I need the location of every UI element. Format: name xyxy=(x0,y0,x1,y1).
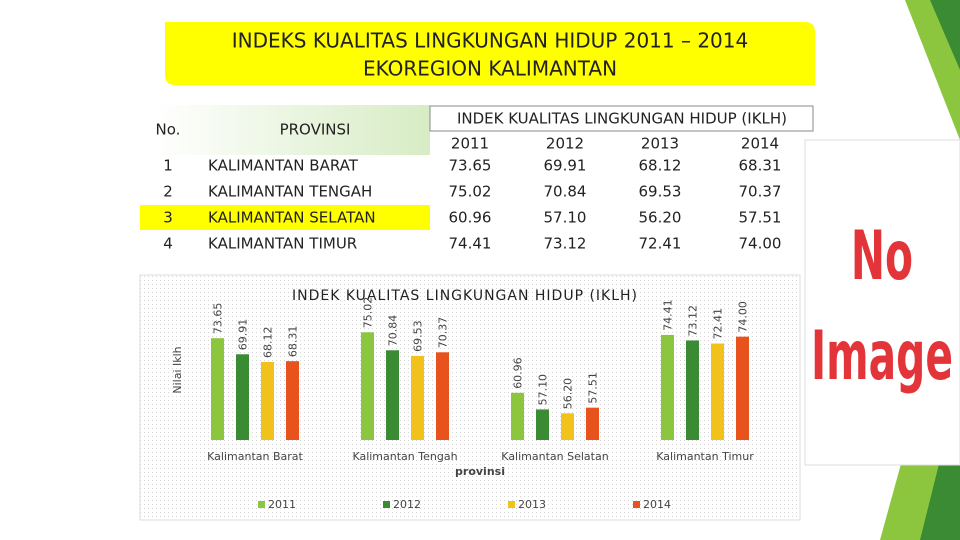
bar xyxy=(736,336,749,440)
bar xyxy=(386,350,399,440)
bar xyxy=(236,354,249,440)
data-label: 57.51 xyxy=(587,372,600,404)
data-label: 73.65 xyxy=(212,303,225,335)
y-axis-label: Nilai Iklh xyxy=(171,346,184,393)
table-cell: 70.84 xyxy=(544,183,587,201)
table-cell: 72.41 xyxy=(639,235,682,253)
data-label: 56.20 xyxy=(562,378,575,410)
table-cell: 73.65 xyxy=(449,157,492,175)
data-label: 75.02 xyxy=(362,297,375,329)
header-bg xyxy=(155,105,430,155)
bar xyxy=(561,413,574,440)
table-cell: 60.96 xyxy=(449,209,492,227)
data-label: 60.96 xyxy=(512,357,525,389)
legend-label: 2011 xyxy=(268,498,296,511)
data-label: 73.12 xyxy=(687,305,700,337)
header-box xyxy=(429,105,814,132)
year-header: 2013 xyxy=(641,135,679,153)
legend-swatch xyxy=(508,501,515,508)
table-cell: 56.20 xyxy=(639,209,682,227)
x-tick-label: Kalimantan Barat xyxy=(207,450,303,463)
bar xyxy=(261,361,274,440)
bar xyxy=(411,355,424,440)
table-cell: 2 xyxy=(163,183,173,201)
bar xyxy=(511,392,524,440)
table-cell: 69.91 xyxy=(544,157,587,175)
x-tick-label: Kalimantan Timur xyxy=(656,450,754,463)
bar xyxy=(686,340,699,440)
x-tick-label: Kalimantan Selatan xyxy=(501,450,608,463)
bar xyxy=(286,361,299,440)
data-label: 70.37 xyxy=(437,317,450,349)
table-cell: 57.10 xyxy=(544,209,587,227)
data-label: 69.91 xyxy=(237,319,250,351)
legend-swatch xyxy=(258,501,265,508)
legend-label: 2013 xyxy=(518,498,546,511)
bar xyxy=(661,334,674,440)
legend-swatch xyxy=(383,501,390,508)
header-cell: No. xyxy=(156,121,181,139)
table-cell: 3 xyxy=(163,209,173,227)
data-label: 72.41 xyxy=(712,308,725,340)
placeholder-text: No xyxy=(851,217,913,296)
image-placeholder xyxy=(804,139,960,466)
data-label: 74.41 xyxy=(662,299,675,331)
bar xyxy=(361,332,374,440)
x-tick-label: Kalimantan Tengah xyxy=(352,450,457,463)
data-label: 70.84 xyxy=(387,315,400,347)
header-cell: INDEK KUALITAS LINGKUNGAN HIDUP (IKLH) xyxy=(457,110,787,128)
x-axis-label: provinsi xyxy=(455,465,505,478)
table-cell: 70.37 xyxy=(739,183,782,201)
table-cell: KALIMANTAN TENGAH xyxy=(208,183,372,201)
year-header: 2011 xyxy=(451,135,489,153)
bar xyxy=(211,338,224,440)
bar xyxy=(536,409,549,440)
chart-title: INDEK KUALITAS LINGKUNGAN HIDUP (IKLH) xyxy=(292,288,638,304)
table-cell: 75.02 xyxy=(449,183,492,201)
table-cell: 74.00 xyxy=(739,235,782,253)
year-header: 2014 xyxy=(741,135,779,153)
legend-label: 2012 xyxy=(393,498,421,511)
header-cell: PROVINSI xyxy=(280,121,351,139)
placeholder-text: Image xyxy=(811,317,953,396)
title-box xyxy=(165,22,815,85)
bar xyxy=(711,343,724,440)
bar xyxy=(436,352,449,440)
table-cell: 68.31 xyxy=(739,157,782,175)
row-highlight xyxy=(140,205,430,230)
legend-swatch xyxy=(633,501,640,508)
table-cell: 68.12 xyxy=(639,157,682,175)
legend-label: 2014 xyxy=(643,498,671,511)
table-cell: 74.41 xyxy=(449,235,492,253)
slide-title: EKOREGION KALIMANTAN xyxy=(363,57,617,81)
table-cell: 73.12 xyxy=(544,235,587,253)
decor xyxy=(930,0,960,70)
slide-title: INDEKS KUALITAS LINGKUNGAN HIDUP 2011 – … xyxy=(232,29,748,53)
table-cell: 4 xyxy=(163,235,173,253)
table-cell: KALIMANTAN TIMUR xyxy=(208,235,357,253)
table-cell: KALIMANTAN BARAT xyxy=(208,157,359,175)
data-label: 68.31 xyxy=(287,326,300,358)
table-cell: 1 xyxy=(163,157,173,175)
bar xyxy=(586,407,599,440)
table-cell: KALIMANTAN SELATAN xyxy=(208,209,376,227)
year-header: 2012 xyxy=(546,135,584,153)
data-label: 57.10 xyxy=(537,374,550,406)
data-label: 69.53 xyxy=(412,320,425,352)
table-cell: 57.51 xyxy=(739,209,782,227)
table-cell: 69.53 xyxy=(639,183,682,201)
data-label: 74.00 xyxy=(737,301,750,333)
data-label: 68.12 xyxy=(262,326,275,358)
